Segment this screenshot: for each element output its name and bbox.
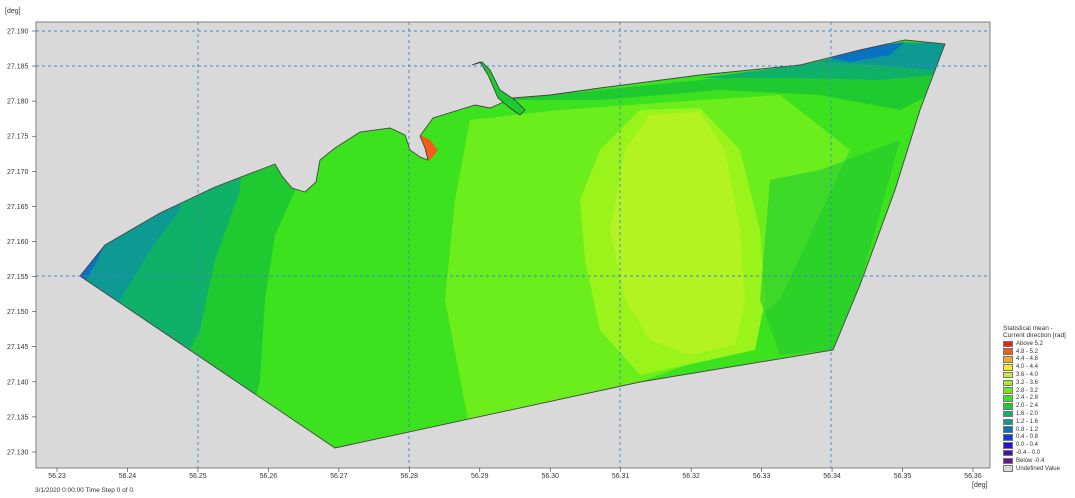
x-tick-label: 56.35 [894, 473, 912, 480]
legend-item: 4.4 - 4.8 [1003, 356, 1073, 364]
legend-item: Undefined Value [1003, 465, 1073, 473]
y-tick-label: 27.130 [7, 449, 29, 456]
legend-label: 4.0 - 4.4 [1016, 364, 1039, 371]
legend-swatch [1003, 403, 1013, 410]
grid [36, 22, 990, 468]
legend-item: 2.4 - 2.8 [1003, 395, 1073, 403]
x-tick-label: 56.33 [753, 473, 771, 480]
legend-label: Below -0.4 [1016, 457, 1045, 464]
x-tick-label: 56.36 [964, 473, 982, 480]
y-tick-label: 27.145 [7, 344, 29, 351]
y-axis-ticks [32, 30, 36, 453]
legend-swatch [1003, 348, 1013, 355]
x-tick-label: 56.24 [119, 473, 137, 480]
legend-swatch [1003, 418, 1013, 426]
x-tick-label: 56.28 [401, 473, 419, 480]
x-tick-label: 56.25 [189, 473, 207, 480]
legend-item: -0.4 - 0.0 [1003, 449, 1073, 457]
legend-label: 4.8 - 5.2 [1016, 348, 1039, 355]
x-tick-label: 56.26 [260, 473, 278, 480]
y-tick-label: 27.190 [7, 29, 29, 36]
legend-item: 4.8 - 5.2 [1003, 348, 1073, 356]
legend-label: Undefined Value [1016, 465, 1060, 472]
y-tick-label: 27.135 [7, 414, 29, 421]
legend-swatch [1003, 457, 1013, 465]
y-tick-label: 27.150 [7, 309, 29, 316]
legend-swatch [1003, 371, 1013, 379]
legend-swatch [1003, 379, 1013, 387]
legend-swatch [1003, 426, 1013, 433]
y-axis-labels: 27.190 27.185 27.180 27.175 27.170 27.165 27.1… [7, 29, 29, 457]
legend-item: 3.2 - 3.6 [1003, 379, 1073, 387]
legend-item: 1.6 - 2.0 [1003, 410, 1073, 418]
legend-item: Above 5.2 [1003, 340, 1073, 348]
legend-swatch [1003, 364, 1013, 371]
legend-swatch [1003, 442, 1013, 449]
legend-label: 2.0 - 2.4 [1016, 403, 1039, 410]
x-tick-label: 56.29 [471, 473, 489, 480]
legend-swatch [1003, 465, 1013, 472]
legend-swatch [1003, 410, 1013, 418]
x-axis-unit: [deg] [972, 482, 988, 489]
legend-label: 2.8 - 3.2 [1016, 387, 1039, 394]
x-axis-ticks [56, 468, 974, 472]
y-tick-label: 27.185 [7, 64, 29, 71]
legend: Statistical mean - Current direction [ra… [1003, 325, 1073, 473]
y-tick-label: 27.160 [7, 239, 29, 246]
legend-item: 2.8 - 3.2 [1003, 387, 1073, 395]
legend-label: 1.6 - 2.0 [1016, 411, 1039, 418]
y-axis-unit: [deg] [5, 8, 21, 15]
legend-swatch [1003, 387, 1013, 394]
legend-label: 0.0 - 0.4 [1016, 442, 1039, 449]
status-bar-text: 3/1/2020 0:00:00 Time Step 0 of 0. [35, 487, 135, 494]
y-tick-label: 27.175 [7, 134, 29, 141]
legend-swatch [1003, 395, 1013, 402]
x-tick-label: 56.34 [823, 473, 841, 480]
x-tick-label: 56.30 [541, 473, 559, 480]
legend-item: 0.0 - 0.4 [1003, 441, 1073, 449]
legend-swatch [1003, 356, 1013, 363]
legend-label: 4.4 - 4.8 [1016, 356, 1039, 363]
legend-title: Statistical mean - Current direction [ra… [1003, 325, 1066, 339]
legend-item: 0.8 - 1.2 [1003, 426, 1073, 434]
legend-label: 0.8 - 1.2 [1016, 426, 1039, 433]
legend-swatch [1003, 449, 1013, 457]
x-tick-label: 56.32 [682, 473, 700, 480]
y-tick-label: 27.140 [7, 379, 29, 386]
legend-item: 1.2 - 1.6 [1003, 418, 1073, 426]
legend-label: 0.4 - 0.8 [1016, 434, 1039, 441]
legend-item: 0.4 - 0.8 [1003, 434, 1073, 442]
legend-item: Below -0.4 [1003, 457, 1073, 465]
y-tick-label: 27.180 [7, 99, 29, 106]
legend-label: 1.2 - 1.6 [1016, 418, 1039, 425]
legend-label: 3.2 - 3.6 [1016, 379, 1039, 386]
legend-item: 3.6 - 4.0 [1003, 371, 1073, 379]
x-tick-label: 56.31 [612, 473, 630, 480]
legend-label: Above 5.2 [1016, 340, 1044, 347]
legend-label: -0.4 - 0.0 [1016, 450, 1041, 457]
legend-label: 2.4 - 2.8 [1016, 395, 1039, 402]
y-tick-label: 27.155 [7, 274, 29, 281]
legend-swatch [1003, 340, 1013, 348]
x-tick-label: 56.27 [330, 473, 348, 480]
x-axis-labels: 56.23 56.24 56.25 56.26 56.27 56.28 56.29 56.30… [48, 473, 982, 480]
x-tick-label: 56.23 [48, 473, 66, 480]
legend-item: 4.0 - 4.4 [1003, 363, 1073, 371]
legend-label: 3.6 - 4.0 [1016, 372, 1039, 379]
y-tick-label: 27.165 [7, 204, 29, 211]
y-tick-label: 27.170 [7, 169, 29, 176]
jetty [471, 61, 526, 116]
legend-swatch [1003, 434, 1013, 441]
legend-item: 2.0 - 2.4 [1003, 402, 1073, 410]
